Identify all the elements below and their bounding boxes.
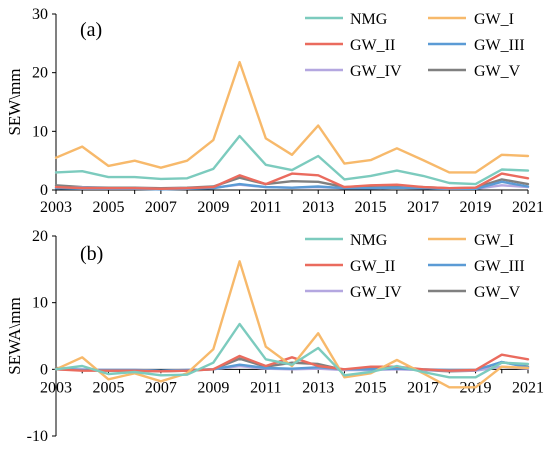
x-tick-label: 2015 [355, 199, 387, 216]
x-tick-label: 2009 [197, 379, 229, 396]
series-line-nmg [54, 134, 530, 186]
legend-label: NMG [350, 11, 388, 28]
y-tick-label: 20 [32, 228, 48, 245]
y-tick-label: -10 [27, 428, 48, 445]
legend-label: GW_I [474, 232, 514, 249]
x-tick-label: 2017 [407, 379, 439, 396]
x-tick-label: 2015 [355, 379, 387, 396]
series-line-gw-i [54, 260, 530, 389]
series-line-gw-ii [54, 172, 530, 191]
x-tick-label: 2013 [302, 199, 334, 216]
x-tick-label: 2005 [92, 199, 124, 216]
panel-label: (b) [80, 243, 103, 265]
y-tick-label: 30 [32, 6, 48, 23]
legend-label: GW_III [474, 258, 525, 275]
legend-label: GW_IV [350, 284, 402, 301]
x-tick-label: 2021 [512, 199, 544, 216]
x-tick-label: 2011 [250, 379, 281, 396]
x-tick-label: 2003 [40, 199, 72, 216]
x-tick-label: 2017 [407, 199, 439, 216]
y-axis-title: SEWA\mm [5, 297, 24, 374]
legend-label: NMG [350, 232, 388, 249]
panel-label: (a) [80, 19, 102, 41]
x-tick-label: 2007 [145, 379, 177, 396]
x-tick-label: 2013 [302, 379, 334, 396]
y-tick-label: 10 [32, 295, 48, 312]
y-axis-title: SEW\mm [5, 68, 24, 135]
legend-label: GW_V [474, 284, 521, 301]
legend-label: GW_II [350, 258, 395, 275]
legend-label: GW_II [350, 37, 395, 54]
legend-label: GW_IV [350, 63, 402, 80]
x-tick-label: 2021 [512, 379, 544, 396]
series-line-gw-i [54, 60, 530, 174]
legend-label: GW_III [474, 37, 525, 54]
series-line-gw-ii [54, 353, 530, 373]
x-tick-label: 2009 [197, 199, 229, 216]
x-tick-label: 2005 [92, 379, 124, 396]
y-tick-label: 20 [32, 65, 48, 82]
y-tick-label: 0 [40, 182, 48, 199]
x-tick-label: 2007 [145, 199, 177, 216]
legend-label: GW_I [474, 11, 514, 28]
legend-label: GW_V [474, 63, 521, 80]
y-tick-label: 10 [32, 123, 48, 140]
x-tick-label: 2003 [40, 379, 72, 396]
panel-a: 0 10 20 30 2003 2005 2007 2009 2011 2013 2015 2017 2… [5, 6, 544, 216]
x-tick-label: 2011 [250, 199, 281, 216]
series-line-nmg [54, 322, 530, 379]
panel-b: -10 0 10 20 2003 2005 2007 2009 2011 2013 2015 2017… [5, 228, 544, 445]
x-tick-label: 2019 [460, 199, 492, 216]
y-tick-label: 0 [40, 361, 48, 378]
